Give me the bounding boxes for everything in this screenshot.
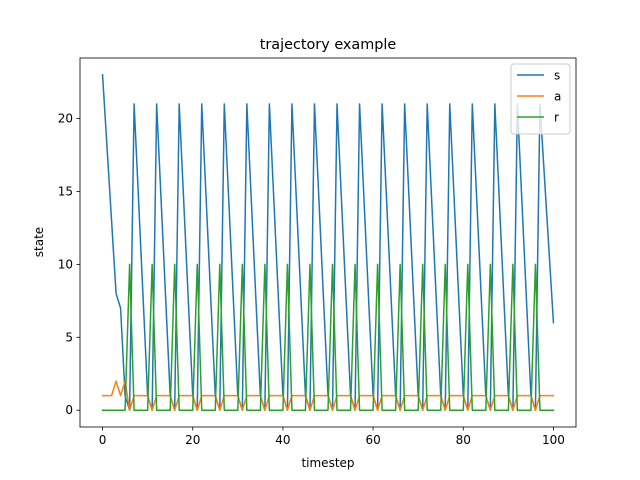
legend-label-s: s (554, 69, 560, 83)
legend-label-a: a (554, 90, 561, 104)
chart-title: trajectory example (260, 37, 397, 53)
plot-lines (101, 73, 555, 411)
y-axis-label: state (32, 227, 46, 257)
x-axis-label: timestep (301, 456, 354, 470)
legend: sar (510, 63, 571, 135)
x-tick-label: 0 (99, 433, 107, 447)
x-axis-ticks: 0 20 40 60 80 100 (99, 427, 565, 447)
x-tick-label: 20 (185, 433, 200, 447)
legend-label-r: r (554, 111, 559, 125)
y-tick-label: 20 (58, 112, 73, 126)
y-tick-label: 0 (65, 403, 73, 417)
y-tick-label: 10 (58, 257, 73, 271)
y-tick-label: 5 (65, 330, 73, 344)
x-tick-label: 100 (542, 433, 565, 447)
y-axis-ticks: 0 5 10 15 20 (58, 112, 80, 417)
y-tick-label: 15 (58, 184, 73, 198)
series-line-r (101, 263, 555, 411)
axes-frame (79, 57, 577, 428)
plot-area-border (79, 57, 577, 428)
x-tick-label: 80 (456, 433, 471, 447)
x-tick-label: 60 (365, 433, 380, 447)
x-tick-label: 40 (275, 433, 290, 447)
